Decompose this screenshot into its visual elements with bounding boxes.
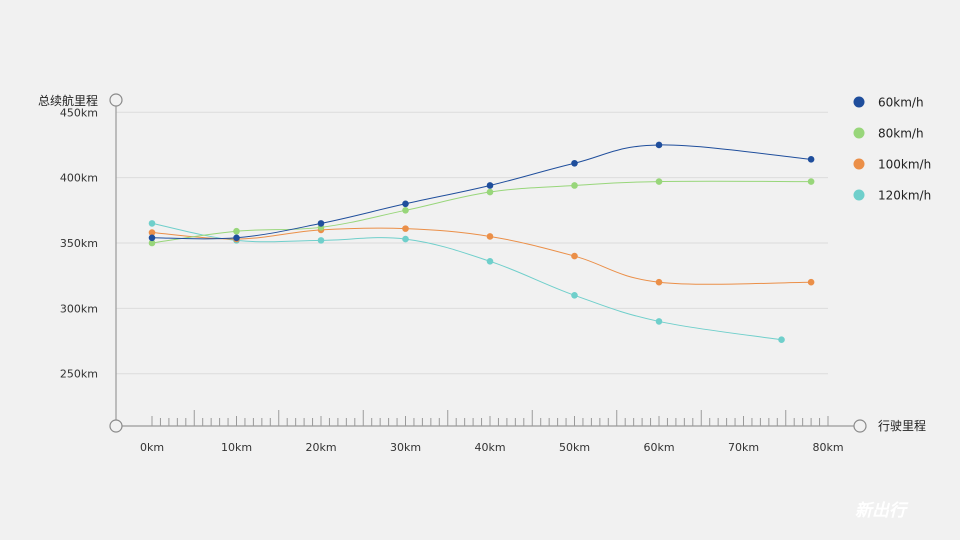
data-point bbox=[807, 178, 815, 185]
x-tick-labels: 0km 10km 20km 30km 40km 50km 60km 70km 80km bbox=[140, 441, 844, 454]
data-point bbox=[148, 220, 156, 227]
data-point bbox=[655, 178, 663, 185]
legend-marker bbox=[853, 158, 865, 170]
legend: 60km/h 80km/h 100km/h 120km/h bbox=[853, 96, 931, 203]
x-tick-label: 50km bbox=[559, 441, 590, 454]
data-point bbox=[148, 229, 156, 236]
data-point bbox=[486, 258, 494, 265]
data-point bbox=[148, 234, 156, 242]
series-line bbox=[151, 180, 812, 244]
watermark-logo: 新出行 bbox=[855, 501, 909, 521]
data-point bbox=[402, 235, 409, 243]
data-point bbox=[486, 182, 494, 189]
data-point bbox=[571, 291, 578, 299]
series-60km/h bbox=[148, 141, 815, 242]
data-point bbox=[486, 233, 494, 240]
data-point bbox=[233, 234, 240, 242]
y-tick-labels: 250km 300km 350km 400km 450km bbox=[60, 106, 98, 380]
y-tick-label: 450km bbox=[60, 106, 98, 119]
x-tick-label: 80km bbox=[812, 441, 843, 454]
legend-marker bbox=[853, 189, 865, 201]
y-tick-label: 250km bbox=[60, 368, 98, 381]
legend-item: 60km/h bbox=[853, 96, 924, 110]
legend-label: 100km/h bbox=[878, 158, 931, 172]
legend-label: 80km/h bbox=[878, 127, 924, 141]
data-point bbox=[807, 156, 815, 163]
legend-item: 80km/h bbox=[853, 127, 924, 141]
y-axis-end-circle bbox=[109, 93, 123, 107]
series-group bbox=[148, 141, 815, 344]
data-point bbox=[655, 141, 663, 149]
data-point bbox=[317, 237, 325, 244]
y-tick-label: 350km bbox=[60, 237, 98, 250]
series-line bbox=[151, 144, 812, 240]
origin-circle bbox=[109, 419, 123, 433]
data-point bbox=[317, 220, 325, 227]
y-tick-label: 400km bbox=[60, 172, 98, 185]
legend-item: 120km/h bbox=[853, 189, 931, 203]
x-tick-label: 20km bbox=[305, 441, 336, 454]
data-point bbox=[486, 188, 494, 196]
series-80km/h bbox=[148, 178, 815, 247]
x-tick-label: 60km bbox=[643, 441, 674, 454]
x-tick-label: 10km bbox=[221, 441, 252, 454]
data-point bbox=[807, 278, 815, 286]
legend-item: 100km/h bbox=[853, 158, 931, 172]
data-point bbox=[233, 227, 240, 235]
y-axis-label: 总续航里程 bbox=[38, 93, 98, 108]
legend-label: 60km/h bbox=[878, 96, 924, 110]
data-point bbox=[148, 239, 156, 247]
legend-label: 120km/h bbox=[878, 189, 931, 203]
data-point bbox=[571, 252, 578, 260]
data-point bbox=[655, 278, 663, 286]
series-line bbox=[151, 222, 782, 341]
data-point bbox=[402, 225, 409, 232]
x-tick-label: 70km bbox=[728, 441, 759, 454]
axes bbox=[109, 93, 867, 433]
x-minor-ticks bbox=[151, 410, 829, 426]
data-point bbox=[402, 200, 409, 208]
data-point bbox=[402, 207, 409, 214]
legend-marker bbox=[853, 96, 865, 108]
x-axis-end-circle bbox=[853, 419, 867, 433]
y-tick-label: 300km bbox=[60, 302, 98, 315]
x-tick-label: 0km bbox=[140, 441, 164, 454]
series-100km/h bbox=[148, 225, 815, 286]
x-tick-label: 30km bbox=[390, 441, 421, 454]
x-tick-label: 40km bbox=[474, 441, 505, 454]
legend-marker bbox=[853, 127, 865, 139]
series-120km/h bbox=[148, 220, 785, 344]
data-point bbox=[571, 182, 578, 189]
data-point bbox=[571, 159, 578, 167]
x-axis-label: 行驶里程 bbox=[878, 418, 926, 433]
grid-lines bbox=[116, 111, 828, 375]
data-point bbox=[655, 318, 663, 325]
data-point bbox=[778, 336, 785, 344]
